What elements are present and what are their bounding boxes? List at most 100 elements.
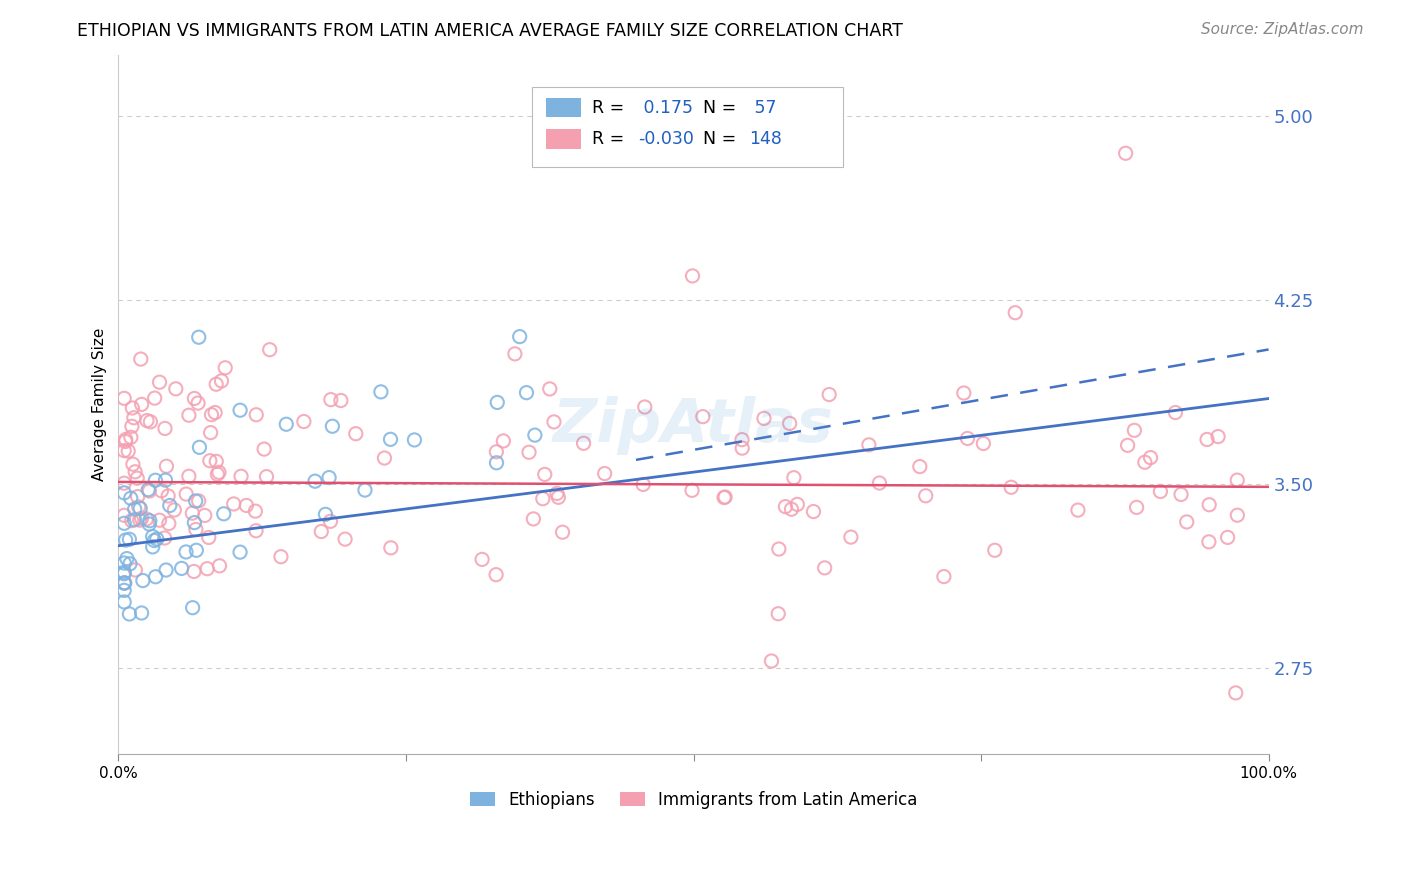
Point — [692, 409, 714, 424]
Point — [115, 551, 138, 566]
Point — [112, 516, 135, 531]
Point — [245, 408, 267, 422]
Point — [1170, 487, 1192, 501]
Point — [184, 523, 207, 537]
Point — [112, 392, 135, 406]
Point — [908, 459, 931, 474]
Point — [121, 514, 143, 528]
Point — [114, 533, 136, 547]
Point — [380, 433, 402, 447]
Legend: Ethiopians, Immigrants from Latin America: Ethiopians, Immigrants from Latin Americ… — [463, 784, 924, 816]
Point — [127, 471, 149, 485]
Point — [118, 557, 141, 571]
Point — [780, 502, 803, 516]
Point — [200, 408, 222, 422]
Point — [523, 428, 546, 442]
Point — [1226, 473, 1249, 487]
Y-axis label: Average Family Size: Average Family Size — [93, 328, 107, 482]
Point — [229, 469, 252, 483]
Point — [229, 403, 252, 417]
Point — [370, 384, 392, 399]
Point — [1216, 530, 1239, 544]
Point — [114, 434, 136, 449]
Point — [120, 491, 142, 506]
Point — [380, 541, 402, 555]
Point — [956, 432, 979, 446]
Point — [145, 570, 167, 584]
Point — [143, 391, 166, 405]
FancyBboxPatch shape — [533, 87, 844, 167]
Point — [124, 513, 146, 527]
Point — [112, 595, 135, 609]
Point — [538, 382, 561, 396]
Point — [914, 489, 936, 503]
Point — [136, 483, 159, 497]
Point — [186, 543, 208, 558]
Point — [177, 409, 200, 423]
Point — [128, 500, 150, 514]
Point — [183, 565, 205, 579]
Text: 0.175: 0.175 — [638, 99, 693, 117]
Point — [329, 393, 352, 408]
Point — [153, 531, 176, 545]
Point — [858, 438, 880, 452]
Point — [124, 465, 146, 479]
Point — [509, 329, 531, 343]
Text: Source: ZipAtlas.com: Source: ZipAtlas.com — [1201, 22, 1364, 37]
Point — [112, 576, 135, 591]
Point — [112, 566, 135, 581]
Point — [122, 457, 145, 471]
Point — [135, 512, 157, 526]
Point — [1000, 480, 1022, 494]
Point — [157, 489, 180, 503]
Point — [139, 415, 162, 429]
Point — [779, 417, 801, 431]
Point — [761, 654, 783, 668]
Point — [120, 430, 142, 444]
Point — [333, 532, 356, 546]
Point — [839, 530, 862, 544]
Point — [208, 558, 231, 573]
FancyBboxPatch shape — [547, 129, 581, 149]
Point — [515, 385, 537, 400]
Point — [485, 456, 508, 470]
Point — [1125, 500, 1147, 515]
Point — [146, 532, 169, 546]
Point — [803, 504, 825, 518]
Point — [145, 473, 167, 487]
Point — [183, 516, 205, 530]
Point — [818, 387, 841, 401]
Point — [471, 552, 494, 566]
Point — [198, 454, 221, 468]
Point — [270, 549, 292, 564]
Point — [1198, 534, 1220, 549]
Point — [153, 421, 176, 435]
Point — [187, 330, 209, 344]
Point — [112, 566, 135, 580]
Point — [170, 561, 193, 575]
Point — [253, 442, 276, 456]
Point — [121, 401, 143, 415]
Point — [124, 502, 146, 516]
Point — [1226, 508, 1249, 523]
Point — [187, 494, 209, 508]
Point — [814, 561, 837, 575]
Point — [200, 425, 222, 440]
Point — [150, 483, 173, 498]
Text: 148: 148 — [749, 130, 782, 148]
Point — [212, 507, 235, 521]
Point — [112, 575, 135, 590]
Point — [205, 454, 228, 468]
Point — [972, 436, 994, 450]
Point — [752, 411, 775, 425]
Point — [543, 415, 565, 429]
Point — [522, 512, 544, 526]
Point — [184, 494, 207, 508]
Point — [259, 343, 281, 357]
Point — [112, 476, 135, 491]
Point — [114, 576, 136, 591]
Point — [1175, 515, 1198, 529]
Point — [157, 516, 180, 531]
Point — [138, 517, 160, 532]
Point — [311, 524, 333, 539]
